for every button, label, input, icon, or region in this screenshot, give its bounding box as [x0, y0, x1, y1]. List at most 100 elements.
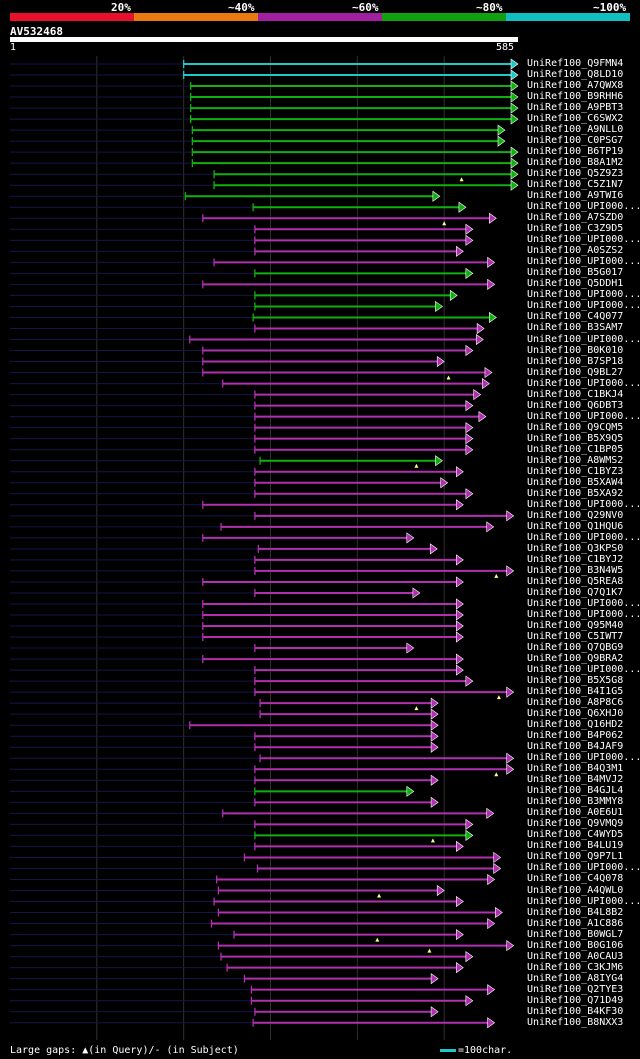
- hit-arrow[interactable]: [458, 201, 467, 213]
- hit-arrow[interactable]: [487, 1017, 496, 1029]
- hit-arrow[interactable]: [506, 686, 515, 698]
- hit-label[interactable]: UniRef100_Q5Z9Z3: [527, 168, 624, 180]
- hit-label[interactable]: UniRef100_Q3KPS0: [527, 542, 624, 554]
- hit-arrow[interactable]: [510, 146, 519, 158]
- hit-arrow[interactable]: [510, 179, 519, 191]
- hit-label[interactable]: UniRef100_Q71D49: [527, 994, 624, 1006]
- hit-arrow[interactable]: [455, 620, 464, 632]
- hit-arrow[interactable]: [465, 444, 474, 456]
- hit-label[interactable]: UniRef100_A1C886: [527, 917, 624, 929]
- hit-label[interactable]: UniRef100_Q5DDH1: [527, 278, 624, 290]
- hit-arrow[interactable]: [497, 124, 506, 136]
- hit-label[interactable]: UniRef100_A0E6U1: [527, 807, 624, 819]
- hit-label[interactable]: UniRef100_C4WYD5: [527, 829, 624, 841]
- hit-arrow[interactable]: [487, 984, 496, 996]
- hit-arrow[interactable]: [429, 543, 438, 555]
- hit-label[interactable]: UniRef100_UPI000...: [527, 609, 640, 620]
- hit-arrow[interactable]: [406, 785, 415, 797]
- hit-label[interactable]: UniRef100_UPI000...: [527, 377, 640, 389]
- hit-arrow[interactable]: [432, 190, 441, 202]
- hit-arrow[interactable]: [465, 818, 474, 830]
- hit-label[interactable]: UniRef100_C0PSG7: [527, 135, 624, 147]
- hit-arrow[interactable]: [488, 311, 497, 324]
- hit-arrow[interactable]: [473, 389, 482, 401]
- hit-label[interactable]: UniRef100_Q9BL27: [527, 366, 624, 378]
- hit-arrow[interactable]: [455, 609, 464, 621]
- hit-label[interactable]: UniRef100_B5X5G8: [527, 675, 624, 687]
- hit-arrow[interactable]: [482, 377, 490, 390]
- hit-label[interactable]: UniRef100_UPI000...: [527, 862, 640, 874]
- hit-arrow[interactable]: [412, 587, 421, 599]
- hit-arrow[interactable]: [430, 708, 439, 720]
- hit-arrow[interactable]: [510, 69, 519, 81]
- hit-arrow[interactable]: [487, 917, 496, 930]
- hit-label[interactable]: UniRef100_UPI000...: [527, 201, 640, 213]
- hit-label[interactable]: UniRef100_Q95M40: [527, 620, 624, 632]
- hit-label[interactable]: UniRef100_B0WGL7: [527, 928, 624, 940]
- hit-arrow[interactable]: [455, 598, 464, 610]
- hit-arrow[interactable]: [430, 1006, 439, 1018]
- hit-label[interactable]: UniRef100_Q9CQM5: [527, 421, 624, 433]
- hit-label[interactable]: UniRef100_UPI000...: [527, 597, 640, 609]
- hit-label[interactable]: UniRef100_C3Z9D5: [527, 223, 624, 235]
- hit-arrow[interactable]: [488, 212, 497, 224]
- hit-arrow[interactable]: [406, 642, 415, 654]
- hit-arrow[interactable]: [465, 400, 474, 412]
- hit-arrow[interactable]: [493, 851, 502, 864]
- hit-label[interactable]: UniRef100_UPI000...: [527, 664, 640, 676]
- hit-arrow[interactable]: [506, 940, 515, 952]
- hit-label[interactable]: UniRef100_Q1HQU6: [527, 520, 624, 532]
- hit-arrow[interactable]: [430, 719, 439, 731]
- hit-arrow[interactable]: [465, 433, 474, 445]
- hit-label[interactable]: UniRef100_B0K010: [527, 344, 624, 356]
- hit-label[interactable]: UniRef100_B7SP18: [527, 355, 624, 367]
- hit-arrow[interactable]: [465, 267, 474, 279]
- hit-arrow[interactable]: [476, 322, 485, 335]
- hit-arrow[interactable]: [449, 289, 458, 302]
- hit-arrow[interactable]: [430, 774, 439, 786]
- hit-label[interactable]: UniRef100_A9PBT3: [527, 102, 624, 114]
- hit-label[interactable]: UniRef100_UPI000...: [527, 531, 640, 543]
- hit-arrow[interactable]: [465, 422, 474, 434]
- hit-arrow[interactable]: [510, 58, 519, 70]
- hit-label[interactable]: UniRef100_Q16HD2: [527, 719, 624, 731]
- hit-label[interactable]: UniRef100_A8IYG4: [527, 972, 624, 984]
- hit-arrow[interactable]: [506, 510, 515, 522]
- hit-label[interactable]: UniRef100_Q9FMN4: [527, 58, 624, 69]
- hit-arrow[interactable]: [436, 884, 445, 897]
- hit-label[interactable]: UniRef100_A9NLL0: [527, 124, 624, 136]
- hit-arrow[interactable]: [465, 829, 474, 841]
- hit-label[interactable]: UniRef100_A9TWI6: [527, 190, 624, 202]
- hit-label[interactable]: UniRef100_UPI000...: [527, 752, 640, 764]
- hit-arrow[interactable]: [510, 157, 519, 169]
- hit-arrow[interactable]: [465, 951, 474, 963]
- hit-arrow[interactable]: [465, 344, 474, 357]
- hit-label[interactable]: UniRef100_Q8LD10: [527, 69, 624, 81]
- hit-arrow[interactable]: [430, 697, 439, 709]
- hit-arrow[interactable]: [497, 135, 506, 147]
- hit-arrow[interactable]: [455, 895, 464, 908]
- hit-arrow[interactable]: [455, 653, 464, 665]
- hit-arrow[interactable]: [486, 807, 495, 819]
- hit-label[interactable]: UniRef100_Q5REA8: [527, 575, 624, 587]
- hit-label[interactable]: UniRef100_UPI000...: [527, 410, 640, 422]
- hit-label[interactable]: UniRef100_UPI000...: [527, 234, 640, 246]
- hit-label[interactable]: UniRef100_A4QWL0: [527, 884, 624, 896]
- hit-label[interactable]: UniRef100_UPI000...: [527, 256, 640, 268]
- hit-arrow[interactable]: [455, 245, 464, 257]
- hit-label[interactable]: UniRef100_A0CAU3: [527, 950, 624, 962]
- hit-label[interactable]: UniRef100_UPI000...: [527, 289, 640, 301]
- hit-label[interactable]: UniRef100_B4Q3M1: [527, 763, 624, 775]
- hit-label[interactable]: UniRef100_B4LU19: [527, 840, 624, 852]
- hit-label[interactable]: UniRef100_Q6DBT3: [527, 399, 624, 411]
- hit-label[interactable]: UniRef100_B4P062: [527, 730, 624, 742]
- hit-arrow[interactable]: [487, 873, 496, 886]
- hit-arrow[interactable]: [455, 554, 464, 566]
- hit-arrow[interactable]: [435, 455, 443, 467]
- hit-label[interactable]: UniRef100_A7QWX8: [527, 80, 624, 92]
- hit-arrow[interactable]: [455, 664, 464, 676]
- hit-label[interactable]: UniRef100_A8P8C6: [527, 697, 624, 709]
- hit-arrow[interactable]: [455, 962, 464, 974]
- hit-arrow[interactable]: [455, 928, 464, 941]
- hit-label[interactable]: UniRef100_UPI000...: [527, 895, 640, 907]
